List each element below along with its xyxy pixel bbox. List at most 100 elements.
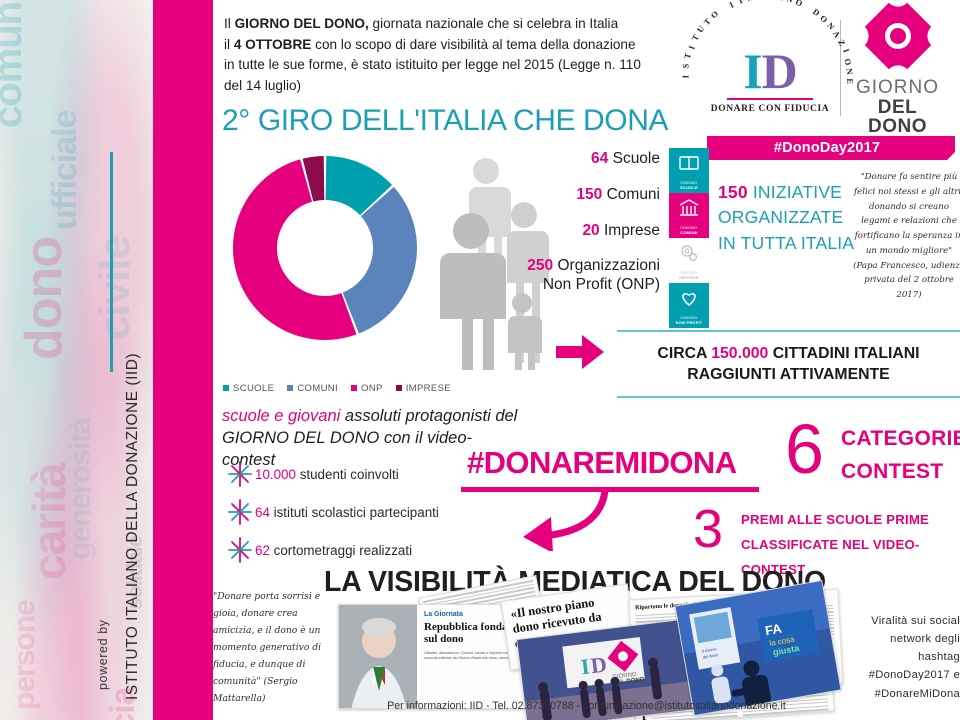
intro-line1-pre: Il [224, 16, 235, 31]
contest-bullet-number: 62 [255, 542, 270, 558]
powered-by-label: powered by [96, 619, 110, 690]
virality-line1: Viralità sui social [871, 615, 960, 627]
prizes-line2: CLASSIFICATE NEL VIDEO-CONTEST [741, 537, 920, 578]
brand-line-2: DEL DONO [868, 96, 927, 138]
asterisk-icon [225, 459, 255, 489]
footer-contact: Per informazioni: IID - Tel. 02.87390788… [387, 700, 786, 712]
donut-slice-imprese [302, 156, 325, 202]
contest-bullet: 10.000 studenti coinvolti [225, 455, 515, 493]
stat-icon-cell: DONODAY IMPRESE [669, 238, 709, 283]
initiatives-block: 150 INIZIATIVE ORGANIZZATE IN TUTTA ITAL… [718, 180, 858, 256]
intro-line2-pre: il [224, 36, 234, 52]
iid-arc-letter: N [825, 20, 837, 32]
virality-note: Viralità sui social network degli hashta… [848, 612, 960, 703]
iid-arc-letter: Z [836, 37, 848, 48]
logo-block: ISTITUTO ITALIANO DONAZIONE ID DONARE CO… [680, 0, 955, 160]
legend-item-onp: ONP [351, 383, 383, 394]
teal-rule-bottom [617, 396, 960, 399]
stat-row: 250 Organizzazioni Non Profit (ONP) [485, 257, 660, 294]
prizes-labels: PREMI ALLE SCUOLE PRIME CLASSIFICATE NEL… [741, 507, 960, 582]
stat-number: 150 [576, 185, 603, 203]
iid-monogram: ID [707, 46, 833, 96]
stat-label: Comuni [602, 185, 660, 203]
press-clipping-repubblica: La Giornata Repubblica fondata sul dono … [338, 604, 528, 709]
svg-text:giusta: giusta [772, 643, 801, 658]
contest-lead: scuole e giovani assoluti protagonisti d… [222, 406, 522, 471]
iid-letter-d: D [761, 42, 798, 99]
svg-text:la cosa: la cosa [769, 635, 796, 648]
icon-caption-category: NON PROFIT [675, 319, 703, 325]
clipping-text: La Giornata Repubblica fondata sul dono … [417, 605, 527, 708]
legend-item-imprese: IMPRESE [395, 383, 451, 394]
iid-arc-letter: I [727, 0, 736, 10]
iid-rule [727, 98, 813, 101]
texture-word: dono [15, 236, 73, 360]
stat-number: 64 [591, 150, 609, 167]
virality-line5: #DonareMiDona [874, 687, 960, 700]
iid-arc-text: ISTITUTO ITALIANO DONAZIONE [680, 0, 855, 84]
contest-bullet-label: studenti coinvolti [295, 466, 399, 482]
prizes-number: 3 [693, 499, 724, 559]
icon-caption-brand: DONODAY [680, 270, 698, 275]
clipping-photo [339, 605, 417, 708]
initiatives-number: 150 [718, 182, 748, 202]
stat-icon-cell: DONODAY NON PROFIT [669, 283, 709, 328]
iid-arc-letter: A [776, 0, 783, 2]
legend-label: SCUOLE [233, 383, 275, 394]
legend-label: COMUNI [297, 383, 338, 394]
contest-bullet-label: cortometraggi realizzati [269, 542, 413, 558]
contest-bullet-number: 64 [255, 504, 270, 520]
asterisk-icon [225, 497, 255, 527]
mattarella-quote-attribution: (Sergio Mattarella) [213, 676, 298, 705]
categories-labels: CATEGORIE CONTEST [841, 423, 960, 488]
asterisk-icon [225, 535, 255, 565]
clipping-body: Cittadini, associazioni, Comuni, scuole … [424, 650, 516, 661]
legend-item-comuni: COMUNI [287, 383, 338, 394]
diamond-icon [842, 0, 953, 92]
iid-arc-letter: N [786, 0, 794, 4]
contest-lead-line2: GIORNO DEL DONO con il video-contest [222, 428, 473, 469]
svg-text:FA: FA [764, 621, 784, 639]
intro-line1-bold: GIORNO DEL DONO, [234, 16, 369, 31]
legend-swatch [287, 385, 294, 392]
stat-label: Imprese [599, 221, 660, 239]
stat-number: 250 [527, 257, 554, 275]
initiatives-word: INIZIATIVE [747, 182, 843, 202]
contest-lead-rest: assoluti protagonisti del [340, 407, 518, 425]
texture-word: comunità [0, 0, 30, 128]
icon-caption-brand: DONODAY [680, 180, 698, 185]
svg-text:GIORNO: GIORNO [612, 672, 637, 681]
right-arrow-icon [556, 335, 604, 369]
donut-chart [229, 152, 421, 344]
legend-label: ONP [361, 383, 383, 394]
stat-number: 20 [582, 221, 600, 239]
iid-arc-letter: S [680, 62, 691, 69]
iid-arc-letter: T [736, 0, 745, 6]
hashtag-underline [461, 487, 759, 492]
iid-arc-letter: O [708, 8, 721, 21]
iid-arc-letter: L [757, 0, 764, 1]
pope-quote-text: "Donare fa sentire più felici noi stessi… [853, 172, 960, 256]
icon-caption-category: SCUOLE [680, 184, 698, 190]
contest-bullet: 64 istituti scolastici partecipanti [225, 493, 515, 531]
pope-quote: "Donare fa sentire più felici noi stessi… [853, 170, 960, 303]
stat-row: 20 Imprese [485, 222, 660, 240]
stat-icon-column: DONODAY SCUOLE DONODAY COMUNI DONODAY IMPRESE… [669, 148, 709, 328]
texture-word: persone [8, 600, 41, 710]
iid-arc-letter: N [844, 67, 855, 75]
contest-bullet-text: 64 istituti scolastici partecipanti [255, 505, 439, 520]
reach-post: CITTADINI ITALIANI [768, 345, 920, 362]
contest-bullet-text: 10.000 studenti coinvolti [255, 467, 399, 482]
contest-bullet: 62 cortometraggi realizzati [225, 531, 515, 569]
donut-slice-onp [233, 159, 357, 340]
contest-lead-pink: scuole e giovani [222, 407, 341, 425]
reach-text: CIRCA 150.000 CITTADINI ITALIANI RAGGIUN… [617, 332, 960, 396]
reach-callout: CIRCA 150.000 CITTADINI ITALIANI RAGGIUN… [617, 330, 960, 399]
donut-slice-scuole [325, 156, 393, 216]
svg-text:del dono: del dono [702, 652, 719, 660]
building-icon [678, 197, 700, 224]
virality-line4: #DonoDay2017 e [868, 669, 960, 682]
brand-line-1: GIORNO [855, 77, 940, 99]
svg-text:D: D [589, 651, 608, 678]
initiatives-line3: IN TUTTA ITALIA [718, 232, 855, 253]
